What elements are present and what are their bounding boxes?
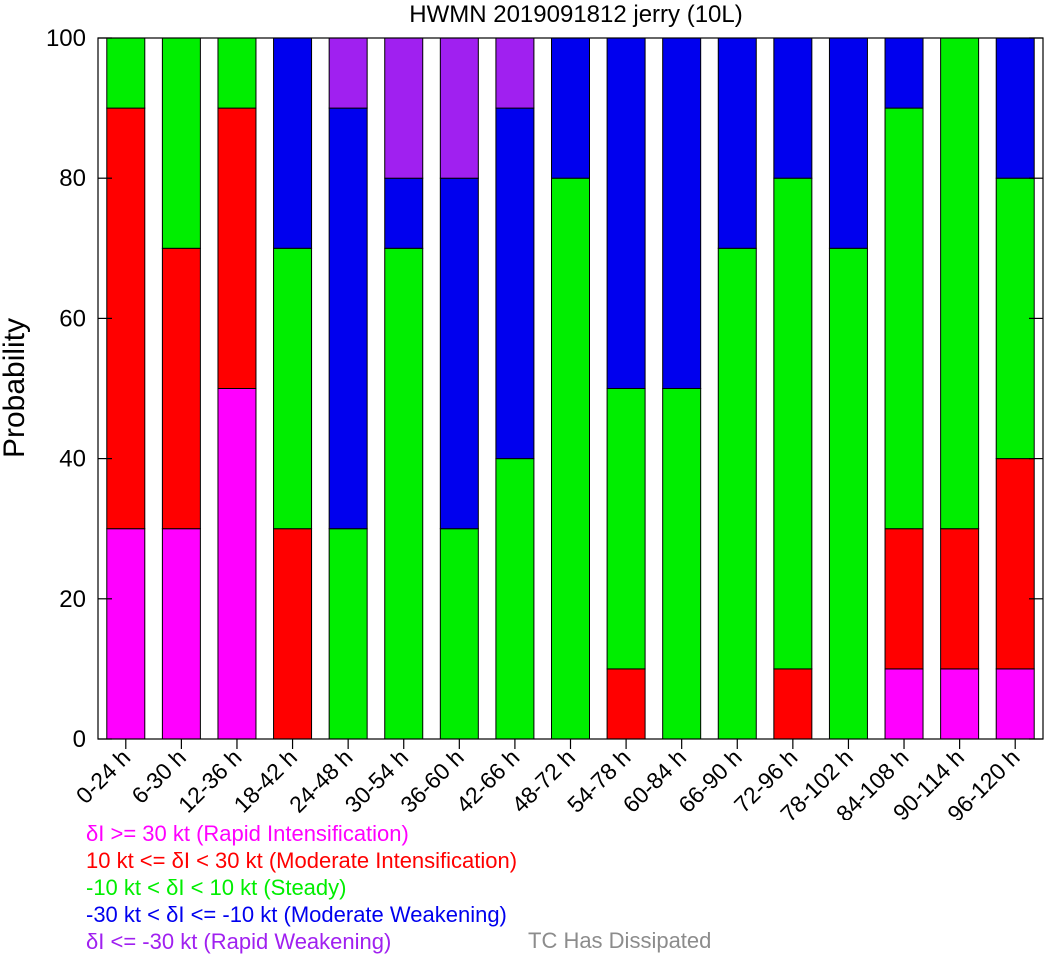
- bar-segment: [773, 177, 813, 670]
- chart-title: HWMN 2019091812 jerry (10L): [409, 1, 742, 28]
- bar-segment: [995, 37, 1035, 179]
- bar-segment: [662, 37, 702, 389]
- bar-segment: [717, 247, 757, 740]
- bar-segment: [106, 107, 146, 530]
- x-tick-label: 0-24 h: [71, 744, 136, 809]
- bar-segment: [606, 37, 646, 389]
- bar-segment: [940, 528, 980, 670]
- bar-segment: [884, 107, 924, 530]
- legend-item-moderate-weakening: -30 kt < δI <= -10 kt (Moderate Weakenin…: [86, 902, 507, 927]
- bars-group: [106, 37, 1035, 740]
- y-tick-label: 40: [59, 446, 86, 473]
- bar-segment: [273, 37, 313, 249]
- y-tick-label: 60: [59, 305, 86, 332]
- bar-segment: [273, 247, 313, 530]
- y-tick-label: 80: [59, 165, 86, 192]
- bar-segment: [384, 37, 424, 179]
- bar-segment: [217, 37, 257, 109]
- legend-item-rapid-intensification: δI >= 30 kt (Rapid Intensification): [86, 821, 409, 846]
- bar-segment: [773, 37, 813, 179]
- legend-item-dissipated: TC Has Dissipated: [528, 928, 712, 953]
- bar-segment: [161, 37, 201, 249]
- y-axis-label: Probability: [0, 318, 31, 458]
- bar-segment: [606, 388, 646, 670]
- bar-segment: [495, 37, 535, 109]
- legend-item-moderate-intensification: 10 kt <= δI < 30 kt (Moderate Intensific…: [86, 848, 518, 873]
- bar-segment: [995, 458, 1035, 670]
- y-tick-label: 20: [59, 586, 86, 613]
- bar-segment: [828, 37, 868, 249]
- bar-segment: [495, 107, 535, 460]
- bar-segment: [161, 528, 201, 740]
- bar-segment: [106, 37, 146, 109]
- bar-segment: [940, 668, 980, 740]
- bar-segment: [828, 247, 868, 740]
- bar-segment: [217, 107, 257, 389]
- bar-segment: [940, 37, 980, 530]
- legend-item-steady: -10 kt < δI < 10 kt (Steady): [86, 875, 347, 900]
- bar-segment: [161, 247, 201, 530]
- bar-segment: [439, 177, 479, 530]
- bar-segment: [551, 37, 590, 179]
- bar-segment: [884, 37, 924, 109]
- bar-segment: [495, 458, 535, 740]
- y-tick-label: 0: [73, 726, 86, 753]
- bar-segment: [384, 177, 424, 249]
- bar-segment: [884, 528, 924, 670]
- bar-segment: [273, 528, 313, 740]
- bar-segment: [217, 388, 257, 740]
- legend: δI >= 30 kt (Rapid Intensification) 10 k…: [86, 820, 517, 955]
- bar-segment: [439, 528, 479, 740]
- bar-segment: [439, 37, 479, 179]
- bar-segment: [606, 668, 646, 740]
- bar-segment: [995, 177, 1035, 460]
- bar-segment: [328, 107, 368, 530]
- stacked-bar-chart: HWMN 2019091812 jerry (10L) Probability …: [0, 1, 1044, 820]
- bar-segment: [551, 177, 590, 740]
- bar-segment: [328, 528, 368, 740]
- bar-segment: [106, 528, 146, 740]
- bar-segment: [384, 247, 424, 740]
- bar-segment: [717, 37, 757, 249]
- bar-segment: [328, 37, 368, 109]
- legend-item-rapid-weakening: δI <= -30 kt (Rapid Weakening): [86, 929, 392, 954]
- bar-segment: [995, 668, 1035, 740]
- bar-segment: [773, 668, 813, 740]
- bar-segment: [884, 668, 924, 740]
- bar-segment: [662, 388, 702, 740]
- y-tick-label: 100: [46, 25, 86, 52]
